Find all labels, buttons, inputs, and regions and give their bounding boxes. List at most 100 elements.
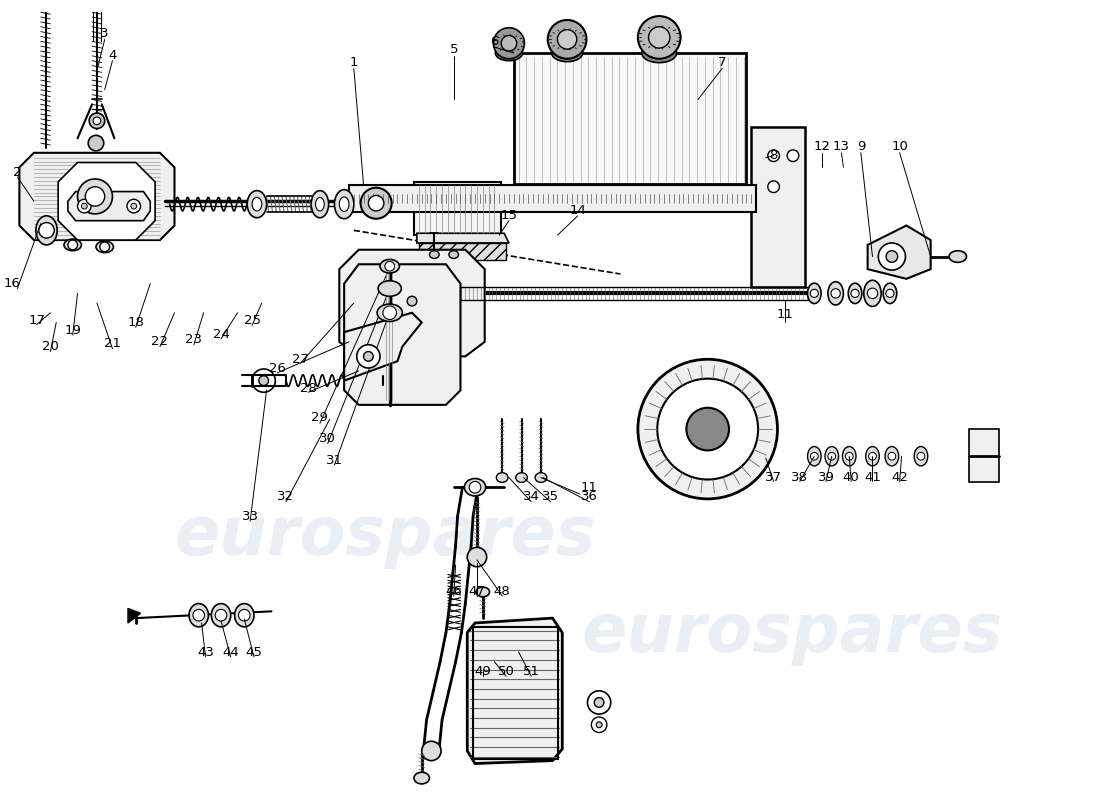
Circle shape <box>368 195 384 211</box>
Ellipse shape <box>211 603 231 627</box>
Text: 33: 33 <box>242 510 258 523</box>
Text: eurospares: eurospares <box>582 600 1003 666</box>
Text: 6: 6 <box>491 35 498 48</box>
Ellipse shape <box>864 280 881 306</box>
Text: 30: 30 <box>319 432 337 446</box>
Text: 10: 10 <box>891 139 909 153</box>
Ellipse shape <box>96 241 113 253</box>
Circle shape <box>252 369 275 392</box>
Circle shape <box>383 306 396 319</box>
Circle shape <box>768 181 780 193</box>
Ellipse shape <box>464 478 486 496</box>
Ellipse shape <box>414 772 429 784</box>
Text: 32: 32 <box>277 490 295 503</box>
Circle shape <box>869 452 877 460</box>
Text: 50: 50 <box>497 665 515 678</box>
Ellipse shape <box>949 250 967 262</box>
Circle shape <box>867 288 878 298</box>
Ellipse shape <box>828 282 844 305</box>
Polygon shape <box>339 250 485 356</box>
Text: 24: 24 <box>212 327 230 341</box>
Circle shape <box>887 250 898 262</box>
Circle shape <box>361 188 392 218</box>
Text: 38: 38 <box>791 471 808 484</box>
Text: 28: 28 <box>300 382 317 395</box>
Ellipse shape <box>496 473 508 482</box>
Text: 35: 35 <box>542 490 559 503</box>
Text: 18: 18 <box>128 316 144 329</box>
Circle shape <box>788 150 799 162</box>
Circle shape <box>86 186 104 206</box>
Text: 47: 47 <box>469 586 485 598</box>
Text: 1: 1 <box>350 56 359 69</box>
Circle shape <box>239 610 250 621</box>
Ellipse shape <box>535 473 547 482</box>
Circle shape <box>89 113 104 129</box>
Text: 3: 3 <box>100 27 109 40</box>
Text: 15: 15 <box>500 210 517 222</box>
Text: 19: 19 <box>64 324 81 337</box>
Text: 43: 43 <box>197 646 215 658</box>
Text: 22: 22 <box>152 335 168 348</box>
Bar <box>751 126 804 286</box>
Polygon shape <box>344 313 421 381</box>
Text: 8: 8 <box>769 150 778 162</box>
Circle shape <box>596 722 602 728</box>
Text: 34: 34 <box>522 490 540 503</box>
Text: 39: 39 <box>817 471 835 484</box>
Text: 36: 36 <box>581 490 598 503</box>
Polygon shape <box>417 234 509 243</box>
Text: 29: 29 <box>311 411 329 424</box>
Ellipse shape <box>449 250 459 258</box>
Polygon shape <box>344 264 461 405</box>
Circle shape <box>768 150 780 162</box>
Polygon shape <box>468 618 562 763</box>
Circle shape <box>385 262 395 271</box>
Text: 31: 31 <box>326 454 343 466</box>
Text: 27: 27 <box>292 353 309 366</box>
Text: 9: 9 <box>857 139 865 153</box>
Circle shape <box>363 351 373 362</box>
Circle shape <box>686 408 729 450</box>
Text: 42: 42 <box>891 471 909 484</box>
Circle shape <box>126 199 141 213</box>
Ellipse shape <box>334 190 354 218</box>
Text: 51: 51 <box>522 665 540 678</box>
Circle shape <box>830 289 840 298</box>
Circle shape <box>878 243 905 270</box>
Ellipse shape <box>848 283 861 303</box>
Circle shape <box>888 452 895 460</box>
Circle shape <box>131 203 136 209</box>
Text: 17: 17 <box>29 314 45 327</box>
Polygon shape <box>68 191 151 221</box>
Bar <box>514 53 747 184</box>
Text: 2: 2 <box>13 166 22 178</box>
Ellipse shape <box>248 190 266 218</box>
Circle shape <box>886 290 894 298</box>
Circle shape <box>594 698 604 707</box>
Text: 48: 48 <box>494 586 510 598</box>
Text: 5: 5 <box>450 42 458 55</box>
Text: 40: 40 <box>843 471 859 484</box>
Circle shape <box>258 376 268 386</box>
Polygon shape <box>128 609 141 623</box>
Text: 25: 25 <box>243 314 261 327</box>
Circle shape <box>638 16 681 58</box>
Circle shape <box>811 452 818 460</box>
Text: 46: 46 <box>446 586 462 598</box>
Ellipse shape <box>914 446 927 466</box>
Text: 41: 41 <box>865 471 881 484</box>
Text: 37: 37 <box>766 471 782 484</box>
Text: 45: 45 <box>245 646 263 658</box>
Ellipse shape <box>378 281 402 296</box>
Circle shape <box>400 290 424 313</box>
Ellipse shape <box>807 283 821 303</box>
Circle shape <box>421 742 441 761</box>
Bar <box>419 243 506 261</box>
Circle shape <box>407 296 417 306</box>
Ellipse shape <box>866 446 879 466</box>
Ellipse shape <box>316 198 324 211</box>
Ellipse shape <box>189 603 208 627</box>
Text: 16: 16 <box>3 277 20 290</box>
Text: eurospares: eurospares <box>175 503 596 569</box>
